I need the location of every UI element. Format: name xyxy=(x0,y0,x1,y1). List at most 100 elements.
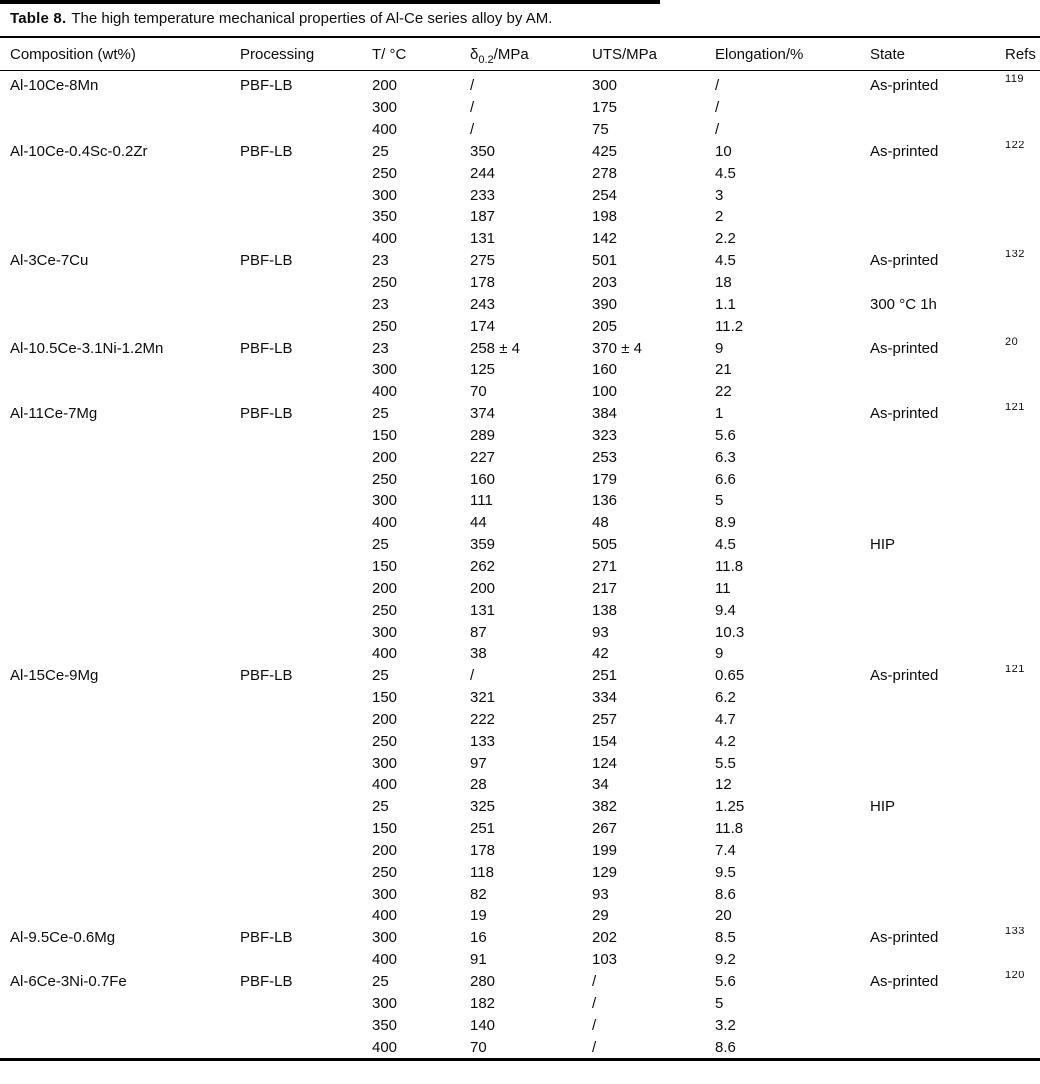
elongation-cell: 8.5 xyxy=(715,929,736,947)
column-header-composition: Composition (wt%) xyxy=(0,36,240,71)
elongation-cell: 1 xyxy=(715,405,724,423)
temperature-cell: 350 xyxy=(372,1016,398,1034)
state-cell xyxy=(870,228,1005,250)
ref-cell xyxy=(1005,840,1040,862)
table-row: 25 325 382 1.25 HIP xyxy=(0,796,1040,818)
uts-cell: 271 xyxy=(592,557,618,575)
table-row: 300 111 136 5 xyxy=(0,490,1040,512)
yield-strength-cell: 44 xyxy=(470,514,487,532)
state-cell xyxy=(870,818,1005,840)
composition-cell xyxy=(0,774,240,796)
elongation-cell: / xyxy=(715,77,720,95)
ref-cell xyxy=(1005,883,1040,905)
ref-cell xyxy=(1005,490,1040,512)
composition-cell: Al-6Ce-3Ni-0.7Fe xyxy=(10,973,127,991)
composition-cell xyxy=(0,119,240,141)
composition-cell xyxy=(0,599,240,621)
processing-cell xyxy=(240,119,372,141)
uts-cell: 199 xyxy=(592,841,618,859)
ref-cell xyxy=(1005,621,1040,643)
table-row: 400 70 100 22 xyxy=(0,381,1040,403)
processing-cell xyxy=(240,949,372,971)
elongation-cell: 5.6 xyxy=(715,973,736,991)
temperature-cell: 200 xyxy=(372,77,398,95)
yield-strength-cell: 321 xyxy=(470,689,496,707)
processing-cell: PBF-LB xyxy=(240,973,293,991)
table-row: 400 38 42 9 xyxy=(0,643,1040,665)
temperature-cell: 250 xyxy=(372,470,398,488)
processing-cell xyxy=(240,840,372,862)
delta-subscript: 0.2 xyxy=(478,53,494,66)
processing-cell xyxy=(240,512,372,534)
table-row: 250 118 129 9.5 xyxy=(0,861,1040,883)
elongation-cell: 5 xyxy=(715,492,724,510)
processing-cell: PBF-LB xyxy=(240,929,293,947)
state-cell xyxy=(870,905,1005,927)
elongation-cell: 11.8 xyxy=(715,820,744,838)
ref-cell: 121 xyxy=(1005,665,1040,687)
processing-cell xyxy=(240,228,372,250)
ref-cell xyxy=(1005,796,1040,818)
elongation-cell: 6.3 xyxy=(715,448,736,466)
processing-cell xyxy=(240,730,372,752)
elongation-cell: 12 xyxy=(715,776,732,794)
temperature-cell: 400 xyxy=(372,514,398,532)
table-row: Al-10Ce-8Mn PBF-LB 200 / 300 / As-printed 119 xyxy=(0,71,1040,97)
composition-cell xyxy=(0,512,240,534)
yield-strength-cell: 133 xyxy=(470,732,496,750)
elongation-cell: 1.25 xyxy=(715,798,745,816)
table-row: 250 244 278 4.5 xyxy=(0,162,1040,184)
yield-strength-cell: 125 xyxy=(470,361,496,379)
yield-strength-cell: 38 xyxy=(470,645,487,663)
elongation-cell: 5.6 xyxy=(715,426,736,444)
uts-cell: 254 xyxy=(592,186,618,204)
elongation-cell: 6.6 xyxy=(715,470,736,488)
uts-cell: / xyxy=(592,1016,597,1034)
table-row: 400 70 / 8.6 xyxy=(0,1036,1040,1059)
temperature-cell: 200 xyxy=(372,579,398,597)
table-row: 250 178 203 18 xyxy=(0,272,1040,294)
yield-strength-cell: 16 xyxy=(470,929,487,947)
ref-cell xyxy=(1005,425,1040,447)
elongation-cell: 4.5 xyxy=(715,252,736,270)
uts-cell: 93 xyxy=(592,885,609,903)
table-row: Al-6Ce-3Ni-0.7Fe PBF-LB 25 280 / 5.6 As-printe… xyxy=(0,971,1040,993)
column-header-uts: UTS/MPa xyxy=(592,36,715,71)
table-row: Al-11Ce-7Mg PBF-LB 25 374 384 1 As-printed 121 xyxy=(0,403,1040,425)
uts-cell: 257 xyxy=(592,710,618,728)
processing-cell xyxy=(240,643,372,665)
temperature-cell: 300 xyxy=(372,885,398,903)
state-cell xyxy=(870,708,1005,730)
composition-cell: Al-15Ce-9Mg xyxy=(10,667,99,685)
processing-cell xyxy=(240,381,372,403)
ref-cell xyxy=(1005,359,1040,381)
composition-cell: Al-10Ce-0.4Sc-0.2Zr xyxy=(10,142,148,160)
processing-cell: PBF-LB xyxy=(240,142,293,160)
state-cell: HIP xyxy=(870,536,896,554)
state-cell xyxy=(870,687,1005,709)
temperature-cell: 350 xyxy=(372,208,398,226)
ref-cell xyxy=(1005,774,1040,796)
table-row: 350 140 / 3.2 xyxy=(0,1014,1040,1036)
state-cell: As-printed xyxy=(870,405,939,423)
temperature-cell: 400 xyxy=(372,645,398,663)
processing-cell xyxy=(240,577,372,599)
state-cell: As-printed xyxy=(870,929,939,947)
temperature-cell: 300 xyxy=(372,623,398,641)
processing-cell xyxy=(240,752,372,774)
processing-cell xyxy=(240,359,372,381)
ref-cell xyxy=(1005,381,1040,403)
composition-cell xyxy=(0,228,240,250)
state-cell xyxy=(870,621,1005,643)
elongation-cell: 3.2 xyxy=(715,1016,736,1034)
state-cell: As-printed xyxy=(870,252,939,270)
composition-cell xyxy=(0,1036,240,1059)
elongation-cell: 22 xyxy=(715,383,732,401)
processing-cell xyxy=(240,796,372,818)
table-row: 300 125 160 21 xyxy=(0,359,1040,381)
state-cell xyxy=(870,512,1005,534)
ref-cell xyxy=(1005,730,1040,752)
table-row: 400 19 29 20 xyxy=(0,905,1040,927)
yield-strength-cell: 91 xyxy=(470,951,487,969)
yield-strength-cell: 174 xyxy=(470,317,496,335)
